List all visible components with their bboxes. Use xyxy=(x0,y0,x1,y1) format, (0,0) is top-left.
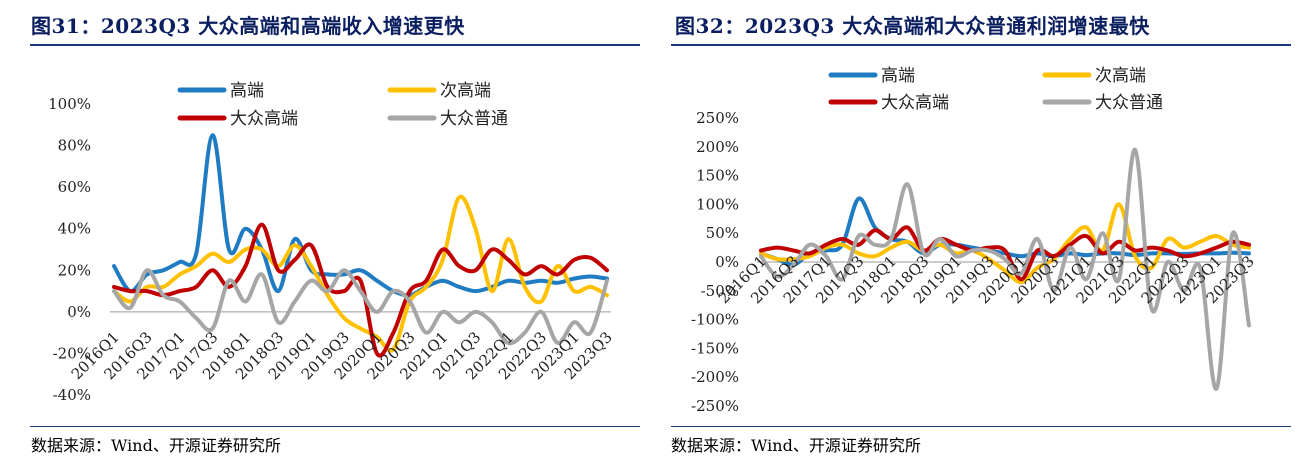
y-tick-label: 150% xyxy=(696,167,739,185)
legend-label: 大众普通 xyxy=(1095,93,1163,113)
y-tick-label: 200% xyxy=(696,138,739,156)
legend-label: 大众高端 xyxy=(881,93,949,113)
y-tick-label: -250% xyxy=(691,397,739,415)
source-rule xyxy=(30,426,640,427)
source-rule xyxy=(671,426,1291,427)
legend-label: 次高端 xyxy=(440,81,491,101)
profit-growth-line-chart: -250% -200% -150% -100% -50% 0% 50% 100% 150% 200… xyxy=(691,66,1258,415)
y-axis: -40% -20% 0% 20% 40% 60% 80% 100% xyxy=(48,95,91,404)
chart-title: 图31：2023Q3 大众高端和高端收入增速更快 xyxy=(31,14,465,38)
legend-label: 大众高端 xyxy=(230,109,298,129)
plot-area xyxy=(759,147,1251,391)
y-tick-label: -150% xyxy=(691,339,739,357)
y-tick-label: 250% xyxy=(696,109,739,127)
y-tick-label: 40% xyxy=(58,220,91,238)
y-tick-label: 80% xyxy=(58,137,91,155)
series-line xyxy=(759,202,1251,285)
y-tick-label: -200% xyxy=(691,368,739,386)
revenue-growth-line-chart: -40% -20% 0% 20% 40% 60% 80% 100% 2016Q12016Q320… xyxy=(48,81,616,404)
y-tick-label: -50% xyxy=(701,282,739,300)
y-tick-label: 100% xyxy=(696,195,739,213)
y-tick-label: 0% xyxy=(715,253,739,271)
y-axis: -250% -200% -150% -100% -50% 0% 50% 100% 150% 200… xyxy=(691,109,739,415)
series-line xyxy=(112,194,609,353)
series-line xyxy=(112,222,609,358)
y-tick-label: 60% xyxy=(58,178,91,196)
legend-label: 高端 xyxy=(230,81,264,101)
chart-title: 图32：2023Q3 大众高端和大众普通利润增速最快 xyxy=(675,14,1150,38)
left-chart-panel: 图31：2023Q3 大众高端和高端收入增速更快 -40% -20% 0% 20% 40… xyxy=(0,0,640,468)
data-source-note: 数据来源：Wind、开源证券研究所 xyxy=(671,436,921,455)
legend-label: 高端 xyxy=(881,66,915,86)
data-source-note: 数据来源：Wind、开源证券研究所 xyxy=(31,436,281,455)
x-axis: 2016Q12016Q32017Q12017Q32018Q12018Q32019… xyxy=(715,252,1258,307)
series-line xyxy=(759,225,1251,282)
right-chart-panel: 图32：2023Q3 大众高端和大众普通利润增速最快 -250% -200% -15… xyxy=(663,0,1295,468)
x-axis: 2016Q12016Q32017Q12017Q32018Q12018Q32019… xyxy=(68,328,616,383)
y-tick-label: 0% xyxy=(67,303,91,321)
y-tick-label: -100% xyxy=(691,311,739,329)
legend-label: 次高端 xyxy=(1095,66,1146,86)
y-tick-label: -20% xyxy=(53,344,91,362)
series-line xyxy=(759,147,1251,391)
series-line xyxy=(112,268,609,346)
plot-area xyxy=(112,133,609,358)
legend-label: 大众普通 xyxy=(440,109,508,129)
y-tick-label: -40% xyxy=(53,386,91,404)
y-tick-label: 20% xyxy=(58,261,91,279)
title-rule xyxy=(671,44,1291,46)
y-tick-label: 50% xyxy=(706,224,739,242)
y-tick-label: 100% xyxy=(48,95,91,113)
title-rule xyxy=(30,44,640,46)
